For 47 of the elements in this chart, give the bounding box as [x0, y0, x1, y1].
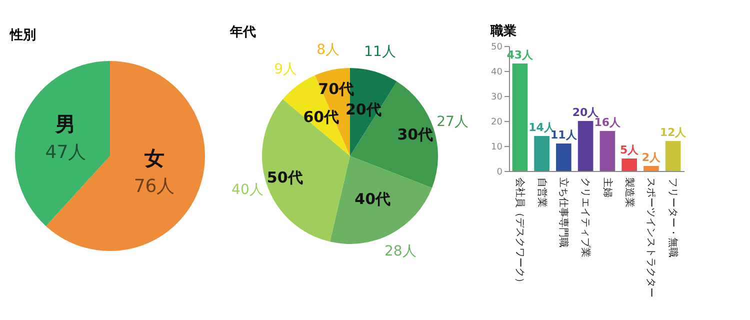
pie-slice [46, 61, 205, 251]
bar [622, 158, 637, 171]
data-label: 47人 [45, 142, 86, 163]
bar [665, 141, 681, 171]
bar [578, 121, 594, 171]
pie-slice [330, 156, 432, 244]
data-label: 9人 [274, 61, 298, 78]
x-tick-label: 会社員（デスクワーク） [514, 178, 526, 288]
data-label: 28人 [384, 244, 416, 260]
x-tick-label: 製造業 [623, 178, 636, 208]
bar [600, 131, 616, 171]
x-tick-label: 立ち仕事専門職 [558, 178, 570, 248]
slice-label: 女 [143, 146, 164, 170]
slice-label: 男 [54, 112, 76, 136]
y-tick-label: 10 [491, 142, 503, 152]
slice-label: 40代 [354, 190, 391, 208]
data-label: 11人 [364, 44, 396, 60]
y-tick-label: 20 [491, 118, 503, 128]
chart-title: 性別 [9, 28, 36, 43]
x-tick-label: 自営業 [536, 178, 548, 208]
data-label: 2人 [642, 151, 662, 164]
x-tick-label: クリエイティブ業 [580, 178, 592, 258]
y-tick-label: 40 [491, 68, 503, 78]
y-tick-label: 0 [496, 168, 503, 178]
x-tick-label: フリーター・無職 [667, 178, 680, 258]
chart-title: 職業 [490, 23, 517, 39]
chart-title: 年代 [229, 25, 256, 40]
pie-slice [15, 61, 110, 226]
slice-label: 50代 [266, 168, 303, 187]
data-label: 20人 [572, 106, 600, 119]
bar [644, 166, 659, 171]
y-tick-label: 30 [491, 92, 503, 102]
data-label: 76人 [134, 176, 175, 198]
data-label: 8人 [316, 42, 340, 58]
x-tick-label: 主婦 [601, 178, 614, 198]
data-label: 5人 [620, 144, 640, 156]
y-tick-label: 50 [491, 42, 503, 52]
x-tick-label: スポーツインストラクター [645, 178, 656, 298]
bar [556, 144, 572, 171]
data-label: 27人 [436, 114, 468, 130]
slice-label: 30代 [397, 125, 434, 144]
bar [534, 136, 550, 171]
bar [512, 64, 528, 171]
data-label: 16人 [594, 116, 622, 129]
data-label: 40人 [232, 182, 264, 198]
data-label: 12人 [660, 126, 688, 139]
slice-label: 60代 [303, 108, 340, 126]
